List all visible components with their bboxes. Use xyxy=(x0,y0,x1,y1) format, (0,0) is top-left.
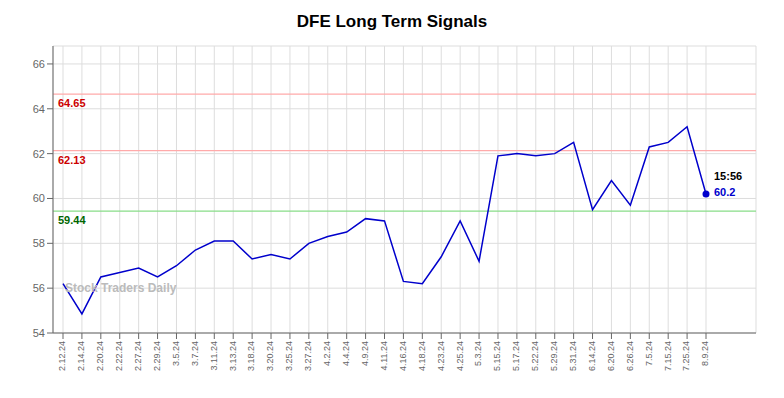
svg-text:3.18.24: 3.18.24 xyxy=(247,341,257,371)
svg-text:15:56: 15:56 xyxy=(714,170,742,182)
svg-text:5.15.24: 5.15.24 xyxy=(492,341,502,371)
svg-text:3.27.24: 3.27.24 xyxy=(303,341,313,371)
svg-text:2.27.24: 2.27.24 xyxy=(133,341,143,371)
svg-text:4.23.24: 4.23.24 xyxy=(436,341,446,371)
svg-text:56: 56 xyxy=(33,282,45,294)
svg-text:60.2: 60.2 xyxy=(714,186,735,198)
svg-text:3.7.24: 3.7.24 xyxy=(190,341,200,366)
svg-text:6.14.24: 6.14.24 xyxy=(587,341,597,371)
html-text:DFE Long Term Signals: DFE Long Term Signals xyxy=(296,12,488,31)
svg-text:64: 64 xyxy=(33,103,45,115)
svg-text:6.26.24: 6.26.24 xyxy=(625,341,635,371)
svg-text:2.14.24: 2.14.24 xyxy=(76,341,86,371)
svg-text:2.29.24: 2.29.24 xyxy=(152,341,162,371)
svg-text:7.15.24: 7.15.24 xyxy=(663,341,673,371)
svg-text:3.20.24: 3.20.24 xyxy=(265,341,275,371)
svg-text:3.13.24: 3.13.24 xyxy=(228,341,238,371)
svg-text:4.16.24: 4.16.24 xyxy=(398,341,408,371)
svg-text:5.3.24: 5.3.24 xyxy=(473,341,483,366)
svg-text:66: 66 xyxy=(33,58,45,70)
svg-text:6.20.24: 6.20.24 xyxy=(606,341,616,371)
svg-text:2.12.24: 2.12.24 xyxy=(57,341,67,371)
svg-text:58: 58 xyxy=(33,237,45,249)
svg-text:4.11.24: 4.11.24 xyxy=(379,341,389,370)
svg-text:5.17.24: 5.17.24 xyxy=(511,341,521,371)
svg-text:4.4.24: 4.4.24 xyxy=(341,341,351,366)
svg-text:5.22.24: 5.22.24 xyxy=(530,341,540,371)
svg-text:62.13: 62.13 xyxy=(58,154,86,166)
svg-text:64.65: 64.65 xyxy=(58,97,86,109)
svg-text:7.25.24: 7.25.24 xyxy=(681,341,691,371)
svg-text:3.11.24: 3.11.24 xyxy=(209,341,219,370)
html-text:Stock Traders Daily: Stock Traders Daily xyxy=(65,281,177,296)
svg-text:5.29.24: 5.29.24 xyxy=(549,341,559,371)
svg-text:4.9.24: 4.9.24 xyxy=(360,341,370,366)
svg-text:3.25.24: 3.25.24 xyxy=(284,341,294,371)
svg-text:2.20.24: 2.20.24 xyxy=(95,341,105,371)
svg-text:3.5.24: 3.5.24 xyxy=(171,341,181,366)
svg-text:8.9.24: 8.9.24 xyxy=(700,341,710,366)
svg-text:4.25.24: 4.25.24 xyxy=(455,341,465,371)
svg-text:7.5.24: 7.5.24 xyxy=(644,341,654,366)
svg-text:4.18.24: 4.18.24 xyxy=(417,341,427,371)
svg-text:54: 54 xyxy=(33,327,45,339)
svg-text:4.2.24: 4.2.24 xyxy=(322,341,332,366)
svg-text:62: 62 xyxy=(33,148,45,160)
svg-text:59.44: 59.44 xyxy=(58,214,86,226)
svg-text:2.22.24: 2.22.24 xyxy=(114,341,124,371)
svg-text:5.31.24: 5.31.24 xyxy=(568,341,578,371)
svg-text:60: 60 xyxy=(33,192,45,204)
